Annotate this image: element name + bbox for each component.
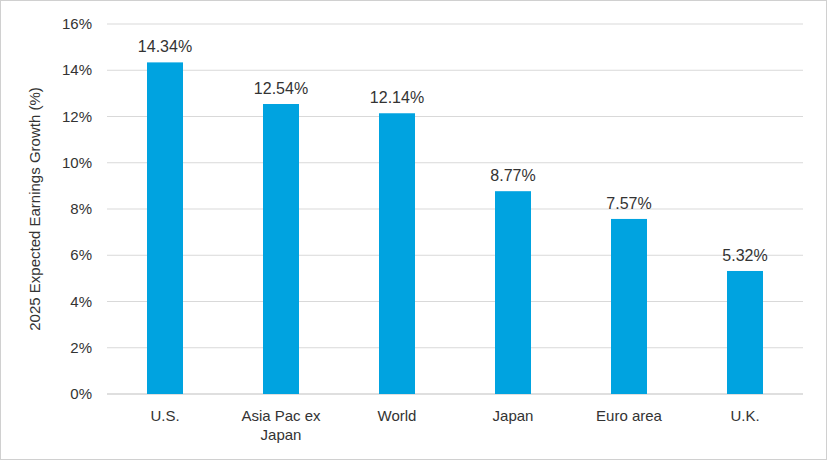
x-tick-label: Asia Pac ex Japan xyxy=(241,407,321,443)
data-label: 8.77% xyxy=(490,167,535,184)
y-tick-label: 4% xyxy=(70,293,92,310)
grid-line xyxy=(107,209,803,210)
y-tick-label: 0% xyxy=(70,385,92,402)
x-tick-line: U.S. xyxy=(150,407,179,424)
x-tick-line: Japan xyxy=(493,407,534,424)
grid-line xyxy=(107,70,803,71)
data-label: 12.54% xyxy=(254,80,308,97)
y-tick-label: 2% xyxy=(70,339,92,356)
grid-line xyxy=(107,116,803,117)
x-tick-line: World xyxy=(378,407,417,424)
bar xyxy=(727,271,763,394)
y-tick-label: 8% xyxy=(70,200,92,217)
x-tick-line: Euro area xyxy=(596,407,663,424)
x-tick-line: U.K. xyxy=(730,407,759,424)
grid-line xyxy=(107,347,803,348)
chart: 0% 2% 4% 6% 8% 10% 12% 14% 16% 2025 Expected Earn… xyxy=(0,0,827,460)
frame xyxy=(1,1,827,460)
x-tick-label: World xyxy=(378,407,417,424)
grid-line xyxy=(107,162,803,163)
data-label: 12.14% xyxy=(370,89,424,106)
x-tick-label: Euro area xyxy=(596,407,663,424)
x-tick-line: Asia Pac ex xyxy=(241,407,321,424)
bar xyxy=(263,104,299,394)
x-tick-label: Japan xyxy=(493,407,534,424)
y-axis-title: 2025 Expected Earnings Growth (%) xyxy=(26,87,43,330)
bar xyxy=(379,113,415,394)
grid-line xyxy=(107,255,803,256)
y-tick-label: 14% xyxy=(62,61,92,78)
bar xyxy=(495,191,531,394)
x-tick-label: U.K. xyxy=(730,407,759,424)
grid-line xyxy=(107,394,803,395)
grid-line xyxy=(107,24,803,25)
data-label: 14.34% xyxy=(138,38,192,55)
bar xyxy=(611,219,647,394)
grid-line xyxy=(107,301,803,302)
y-tick-label: 6% xyxy=(70,246,92,263)
y-tick-label: 16% xyxy=(62,15,92,32)
x-tick-label: U.S. xyxy=(150,407,179,424)
x-tick-line: Japan xyxy=(261,426,302,443)
data-label: 7.57% xyxy=(606,195,651,212)
bar xyxy=(147,62,183,394)
y-tick-label: 10% xyxy=(62,154,92,171)
data-label: 5.32% xyxy=(722,247,767,264)
bars xyxy=(147,62,763,394)
y-tick-label: 12% xyxy=(62,108,92,125)
